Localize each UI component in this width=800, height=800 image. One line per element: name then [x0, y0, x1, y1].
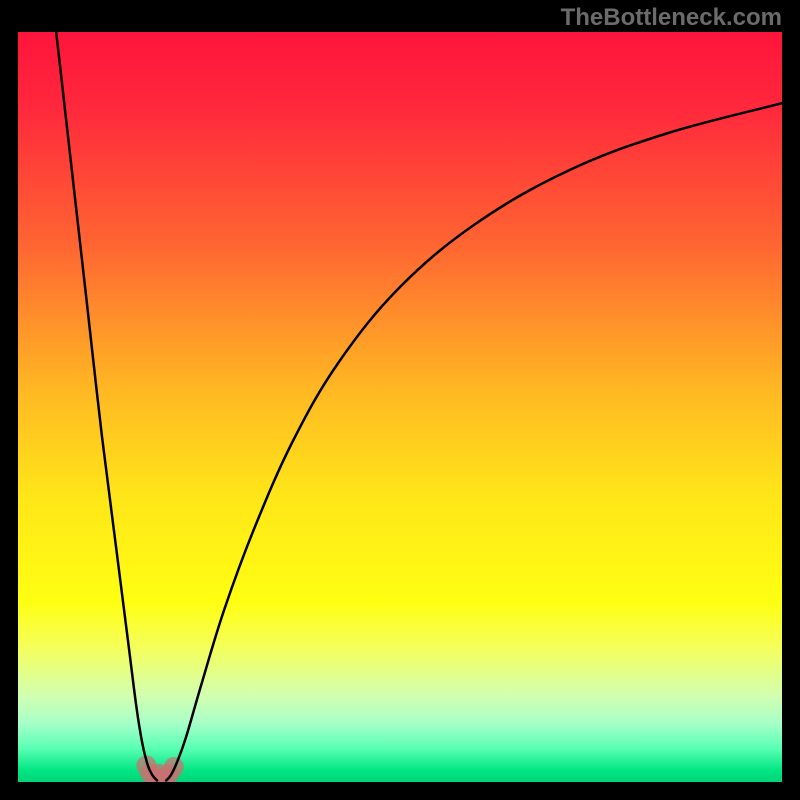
bottleneck-chart: [0, 0, 800, 800]
watermark-text: TheBottleneck.com: [561, 4, 782, 32]
chart-frame: TheBottleneck.com: [0, 0, 800, 800]
